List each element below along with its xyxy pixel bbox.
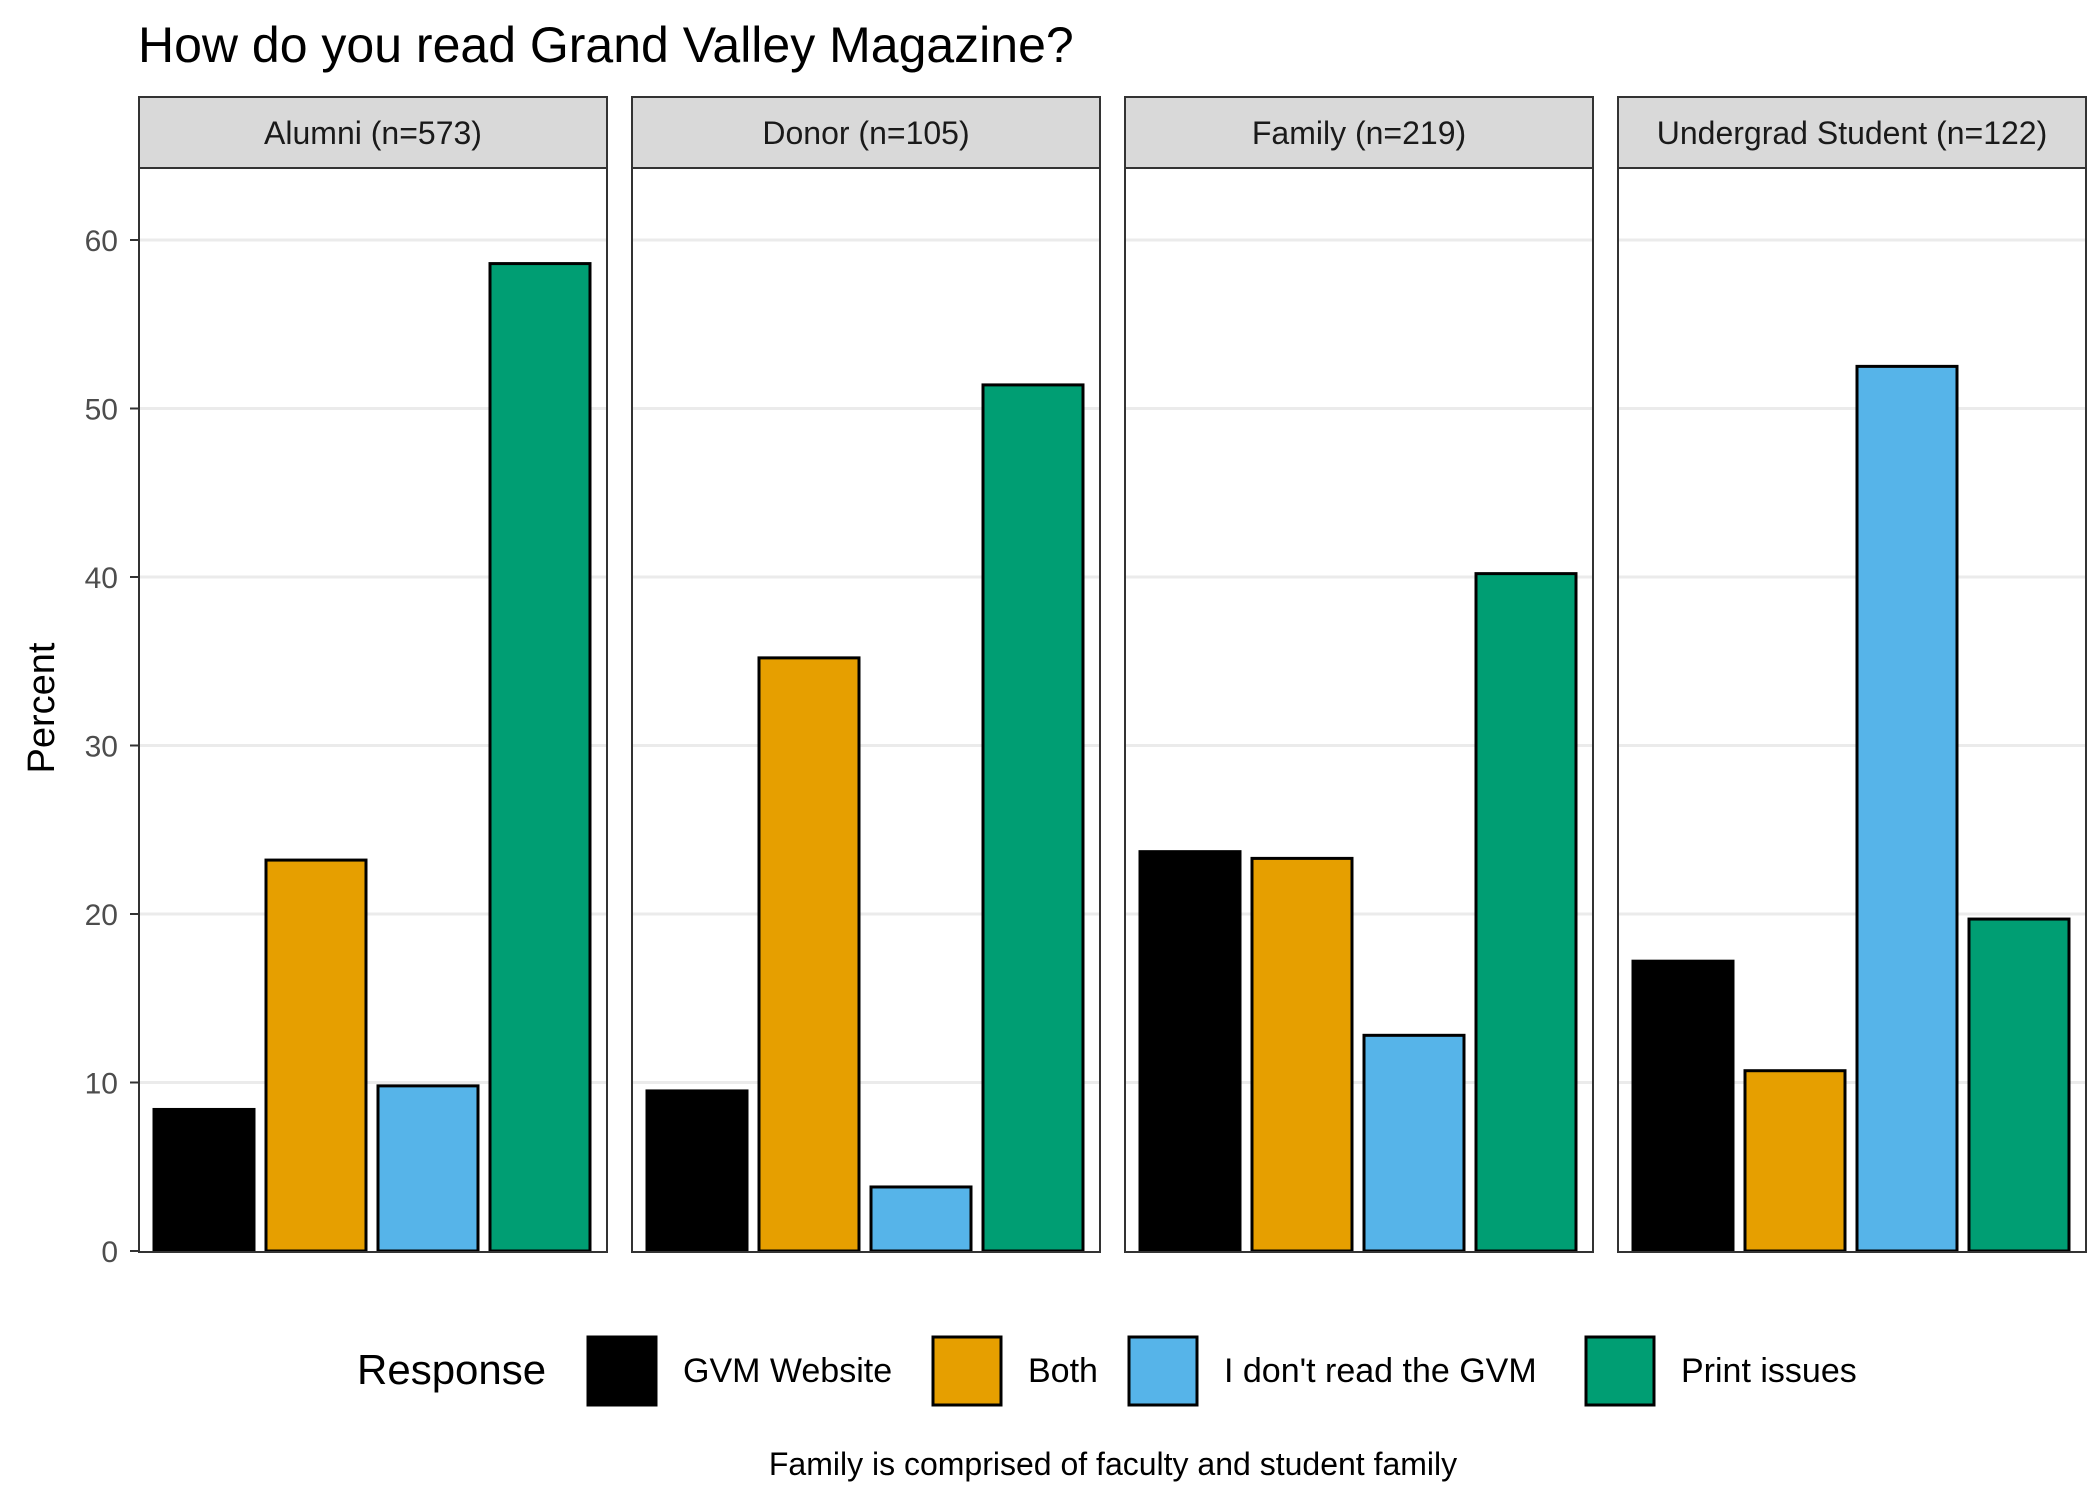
y-tick-label: 40: [85, 562, 118, 595]
chart-caption: Family is comprised of faculty and stude…: [769, 1446, 1457, 1482]
bar-gvm-website: [645, 1089, 749, 1253]
facet-strip: [631, 96, 1101, 169]
bar-gvm-website: [152, 1107, 256, 1253]
facet-strip: [1617, 96, 2087, 169]
facet-strip: [138, 96, 608, 169]
bar-both: [1250, 856, 1354, 1253]
y-tick-label: 20: [85, 899, 118, 932]
legend-item-print-issues: Print issues: [1584, 1335, 1857, 1407]
panel-donor-n-105: Donor (n=105): [631, 96, 1101, 1253]
chart-title: How do you read Grand Valley Magazine?: [138, 17, 1074, 73]
bar-both: [1743, 1069, 1847, 1253]
bar-gvm-website: [1138, 850, 1242, 1253]
bar-both: [757, 656, 861, 1253]
legend-item-gvm-website: GVM Website: [586, 1335, 892, 1407]
panel-family-n-219: Family (n=219): [1124, 96, 1594, 1253]
legend-items: GVM Website Both I don't read the GVM Print…: [586, 1335, 1857, 1407]
legend: Response GVM Website Both I don't read the…: [357, 1335, 1857, 1407]
legend-key: [1127, 1335, 1199, 1407]
facet-strip-label: Undergrad Student (n=122): [1657, 115, 2047, 151]
y-tick-label: 30: [85, 731, 118, 764]
panel-alumni-n-573: Alumni (n=573): [138, 96, 608, 1253]
bar-print-issues: [488, 262, 592, 1253]
bar-both: [264, 858, 368, 1253]
legend-item-i-don-t-read-the-gvm: I don't read the GVM: [1127, 1335, 1537, 1407]
bar-i-don-t-read-the-gvm: [1362, 1033, 1466, 1253]
bar-i-don-t-read-the-gvm: [376, 1084, 480, 1253]
y-tick-label: 50: [85, 394, 118, 427]
y-tick-label: 0: [101, 1236, 118, 1269]
bar-print-issues: [1967, 917, 2071, 1253]
facet-strip: [1124, 96, 1594, 169]
legend-label: Print issues: [1681, 1352, 1857, 1390]
legend-key: [586, 1335, 658, 1407]
y-tick-label: 10: [85, 1068, 118, 1101]
bar-gvm-website: [1631, 959, 1735, 1253]
legend-title: Response: [357, 1346, 546, 1393]
legend-label: GVM Website: [683, 1352, 892, 1390]
facet-strip-label: Donor (n=105): [762, 115, 969, 151]
facet-strip-label: Family (n=219): [1252, 115, 1466, 151]
legend-item-both: Both: [931, 1335, 1098, 1407]
bar-print-issues: [981, 383, 1085, 1253]
legend-key: [1584, 1335, 1656, 1407]
legend-key: [931, 1335, 1003, 1407]
y-tick-label: 60: [85, 225, 118, 258]
bar-print-issues: [1474, 572, 1578, 1253]
bar-i-don-t-read-the-gvm: [1855, 364, 1959, 1253]
facet-panels: Alumni (n=573) Donor (n=105) Family (n=219…: [138, 96, 2087, 1253]
facet-strip-label: Alumni (n=573): [264, 115, 482, 151]
bar-i-don-t-read-the-gvm: [869, 1185, 973, 1253]
panel-undergrad-student-n-122: Undergrad Student (n=122): [1617, 96, 2087, 1253]
y-axis-ticks: 0 10 20 30 40 50 60: [85, 225, 138, 1269]
legend-label: Both: [1028, 1352, 1098, 1390]
y-axis-label: Percent: [21, 642, 63, 773]
legend-label: I don't read the GVM: [1224, 1352, 1537, 1390]
